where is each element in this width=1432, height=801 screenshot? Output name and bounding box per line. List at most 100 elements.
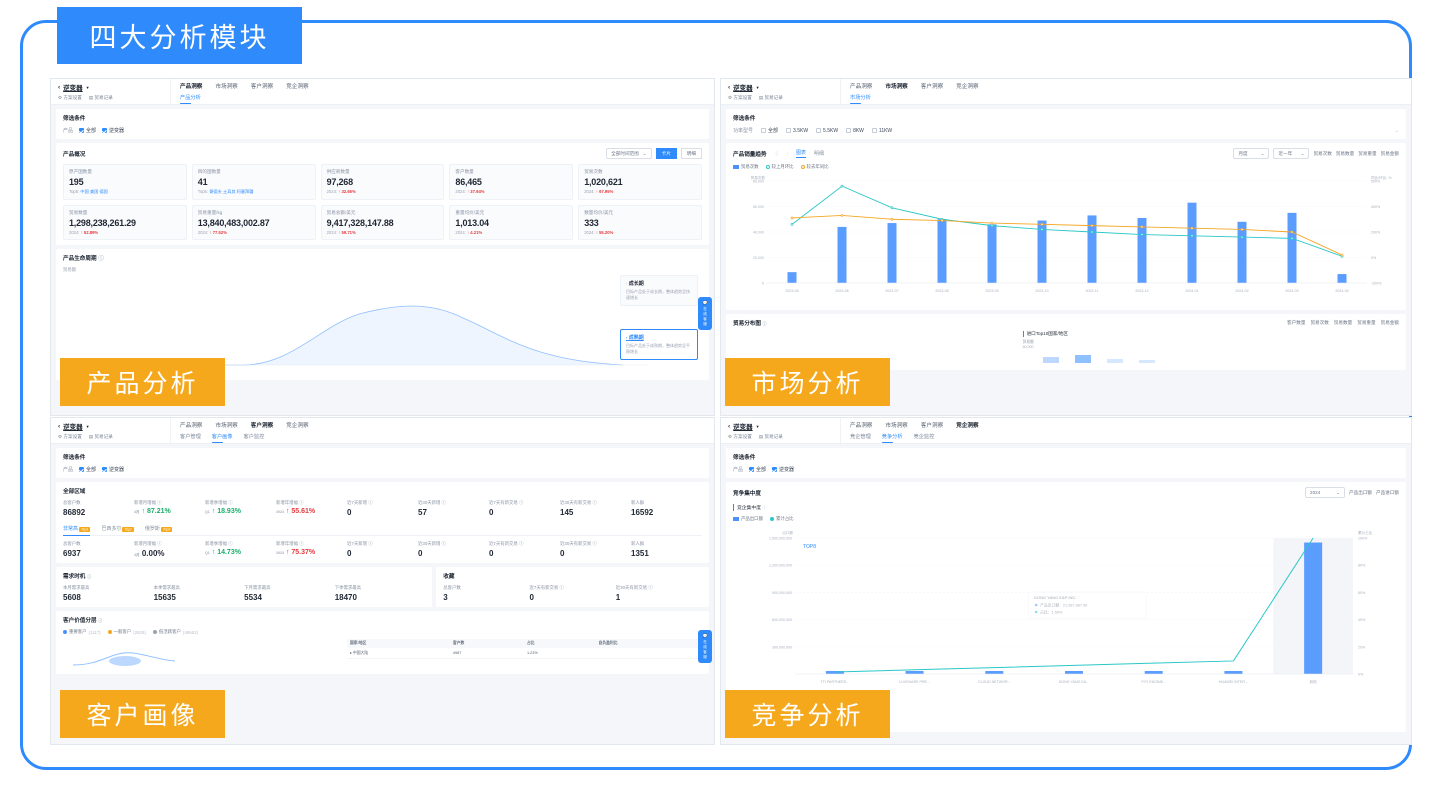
subtab-customer-manage[interactable]: 客户管理: [180, 434, 201, 440]
collapse-icon[interactable]: ⌄: [1394, 127, 1399, 134]
checkbox-inverter[interactable]: 逆变器: [102, 127, 124, 134]
checkbox-all-box[interactable]: [79, 128, 85, 133]
info-icon[interactable]: ⓘ: [228, 500, 233, 505]
tab-market-insight[interactable]: 市场洞察: [885, 423, 908, 429]
tab-product-insight[interactable]: 产品洞察: [180, 84, 203, 90]
info-icon[interactable]: ⓘ: [648, 585, 653, 590]
subtab-product-analysis[interactable]: 产品分析: [180, 94, 201, 105]
subtab-competitor-monitor[interactable]: 竞企监控: [913, 434, 935, 440]
checkbox-box[interactable]: [786, 128, 792, 133]
info-icon[interactable]: ⓘ: [299, 500, 304, 505]
info-icon[interactable]: ⓘ: [592, 541, 597, 546]
checkbox-box[interactable]: [846, 128, 852, 133]
subtab-customer-portrait[interactable]: 客户画像: [211, 433, 233, 444]
checkbox-inverter-box[interactable]: [102, 467, 108, 472]
tag-tab[interactable]: 非常高 Top1: [63, 525, 91, 536]
subtab-competition-analysis[interactable]: 竞争分析: [881, 433, 903, 444]
metric-trade-weight[interactable]: 贸易重量: [1358, 150, 1377, 156]
region-metric-qty[interactable]: 贸易数量: [1333, 320, 1353, 325]
online-service-button[interactable]: 💬 在线客服: [698, 297, 712, 330]
chevron-down-icon[interactable]: ▼: [85, 84, 90, 90]
trade-records-link[interactable]: ▤ 贸易记录: [758, 95, 783, 100]
info-icon[interactable]: ⓘ: [762, 505, 767, 510]
info-icon[interactable]: ⓘ: [86, 574, 91, 579]
tab-competition-insight[interactable]: 竞企洞察: [956, 423, 979, 429]
power-option-8kw[interactable]: 8KW: [846, 128, 864, 134]
chevron-down-icon[interactable]: ▼: [755, 423, 760, 429]
tab-customer-insight[interactable]: 客户洞察: [250, 84, 274, 90]
info-icon[interactable]: ⓘ: [228, 541, 233, 546]
trade-records-link[interactable]: ▤ 贸易记录: [88, 434, 113, 439]
tab-market-insight[interactable]: 市场洞察: [215, 423, 238, 429]
info-icon[interactable]: ⓘ: [368, 541, 373, 546]
info-icon[interactable]: ⓘ: [157, 541, 162, 546]
info-icon[interactable]: ⓘ: [559, 585, 564, 590]
checkbox-inverter[interactable]: 逆变器: [772, 466, 794, 473]
tab-product-insight[interactable]: 产品洞察: [850, 423, 873, 429]
view-detail-button[interactable]: 明细: [680, 148, 702, 159]
checkbox-inverter-box[interactable]: [102, 128, 108, 133]
brand-title[interactable]: ‹ 逆变器 ▼: [58, 422, 90, 432]
view-chart-tab[interactable]: 图表: [796, 150, 807, 158]
tab-market-insight[interactable]: 市场洞察: [885, 84, 908, 90]
info-icon[interactable]: ⓘ: [519, 541, 524, 546]
checkbox-all-box[interactable]: [749, 467, 755, 472]
metric-trade-qty[interactable]: 贸易数量: [1335, 150, 1355, 156]
power-option-11kw[interactable]: 11KW: [871, 128, 892, 134]
info-icon[interactable]: ⓘ: [774, 150, 779, 156]
scheme-settings-link[interactable]: ⚙ 方案设置: [58, 95, 82, 100]
tab-customer-insight[interactable]: 客户洞察: [920, 84, 944, 90]
view-card-button[interactable]: 卡片: [655, 148, 677, 159]
year-select[interactable]: 2024 ⌄: [1305, 487, 1346, 498]
period-select[interactable]: 月度 ⌄: [1233, 148, 1270, 159]
tab-product-insight[interactable]: 产品洞察: [180, 423, 203, 429]
subtab-competitor-manage[interactable]: 竞企管理: [850, 434, 871, 440]
btn-product-export[interactable]: 产品出口额: [1349, 489, 1373, 495]
subtab-market-analysis[interactable]: 市场分析: [850, 94, 871, 105]
back-chevron-icon[interactable]: ‹: [58, 422, 61, 430]
info-icon[interactable]: ⓘ: [98, 256, 104, 262]
checkbox-inverter-box[interactable]: [772, 467, 778, 472]
info-icon[interactable]: ⓘ: [441, 500, 447, 505]
lifecycle-card-mature[interactable]: › 成熟期 目标产品处于成熟期，整体趋势呈平稳增长: [620, 329, 698, 360]
brand-title[interactable]: ‹ 逆变器 ▼: [58, 83, 90, 93]
tag-tab[interactable]: 巴西多尔 Top2: [101, 526, 134, 532]
tab-competition-insight[interactable]: 竞企洞察: [286, 84, 309, 90]
chevron-down-icon[interactable]: ▼: [85, 423, 90, 429]
checkbox-inverter[interactable]: 逆变器: [102, 466, 124, 473]
range-select[interactable]: 近一年 ⌄: [1273, 148, 1310, 159]
legend-item[interactable]: 重要客户 (1117): [63, 629, 101, 635]
power-option-55kw[interactable]: 5.5KW: [816, 128, 838, 134]
tab-customer-insight[interactable]: 客户洞察: [920, 423, 944, 429]
back-chevron-icon[interactable]: ‹: [728, 422, 731, 430]
back-chevron-icon[interactable]: ‹: [58, 83, 61, 91]
scheme-settings-link[interactable]: ⚙ 方案设置: [58, 434, 82, 439]
checkbox-all[interactable]: 全部: [79, 466, 96, 473]
tab-market-insight[interactable]: 市场洞察: [215, 84, 238, 90]
region-metric-count[interactable]: 贸易次数: [1310, 320, 1329, 325]
checkbox-box[interactable]: [761, 128, 767, 133]
metric-trade-amount[interactable]: 贸易金额: [1380, 150, 1399, 156]
brand-title[interactable]: ‹ 逆变器 ▼: [728, 422, 760, 432]
tab-competition-insight[interactable]: 竞企洞察: [286, 423, 309, 429]
checkbox-box[interactable]: [871, 128, 877, 133]
scheme-settings-link[interactable]: ⚙ 方案设置: [728, 434, 752, 439]
tag-tab[interactable]: 俄罗斯 Top3: [144, 526, 173, 532]
info-icon[interactable]: ⓘ: [368, 500, 373, 505]
legend-item[interactable]: 低活跃客户 (48662): [152, 629, 198, 635]
checkbox-box[interactable]: [816, 128, 822, 133]
metric-trade-count[interactable]: 贸易次数: [1313, 150, 1332, 156]
back-chevron-icon[interactable]: ‹: [728, 83, 731, 91]
tab-competition-insight[interactable]: 竞企洞察: [956, 84, 979, 90]
power-option-all[interactable]: 全部: [761, 127, 778, 134]
info-icon[interactable]: ⓘ: [519, 500, 524, 505]
checkbox-all[interactable]: 全部: [749, 466, 766, 473]
chevron-down-icon[interactable]: ▼: [755, 84, 760, 90]
info-icon[interactable]: ⓘ: [98, 618, 103, 623]
checkbox-all[interactable]: 全部: [79, 127, 96, 134]
info-icon[interactable]: ⓘ: [762, 321, 767, 326]
lifecycle-card-growth[interactable]: › 成长期 目标产品处于成长期，整体趋势呈快速增长: [620, 275, 698, 306]
info-icon[interactable]: ⓘ: [157, 500, 162, 505]
subtab-customer-monitor[interactable]: 客户监控: [243, 434, 265, 440]
info-icon[interactable]: ⓘ: [299, 541, 304, 546]
